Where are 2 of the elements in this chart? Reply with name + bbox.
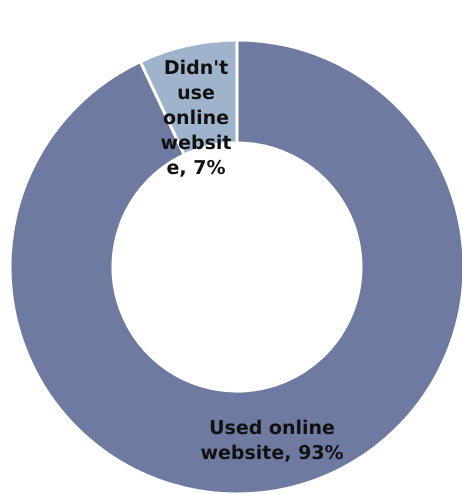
slice-label: Used online website, 93% [200,417,344,464]
slice-label: Didn't use online website, 7% [160,57,232,179]
